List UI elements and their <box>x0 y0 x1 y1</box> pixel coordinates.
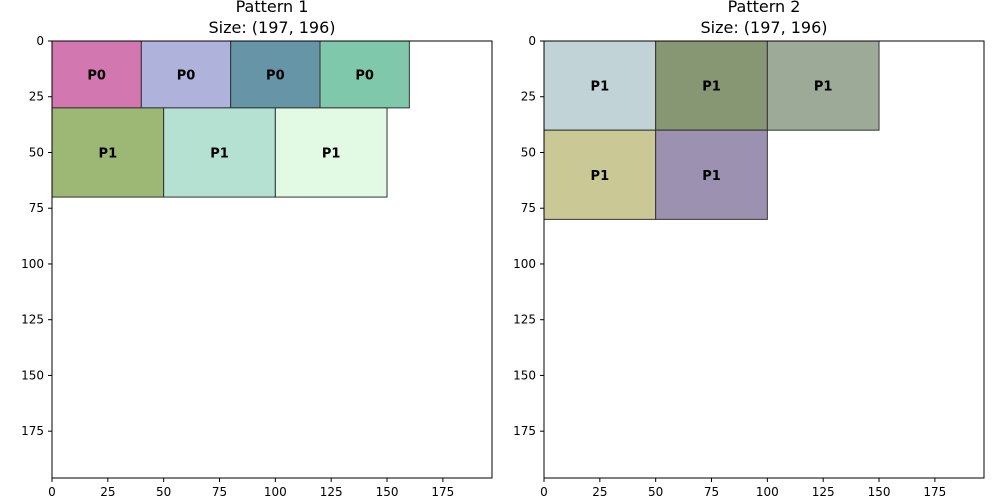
subplot-pattern-1: P0 P0 P0 P0 P1 P1 P1 0 25 50 75 100 125 150 175 0 25 50 7… <box>21 0 493 499</box>
y-tick-label: 175 <box>513 424 536 438</box>
x-tick-label: 175 <box>431 485 454 499</box>
rectangle-label: P0 <box>355 68 374 83</box>
rectangle-label: P1 <box>99 146 118 161</box>
rectangle-label: P1 <box>591 80 610 95</box>
packed-rectangle <box>163 107 276 198</box>
packed-rectangle <box>51 107 165 198</box>
y-tick-label: 0 <box>36 34 44 48</box>
chart-title: Pattern 1 <box>236 0 309 16</box>
packed-rectangle <box>766 40 880 131</box>
y-tick-label: 150 <box>513 368 536 382</box>
x-tick-label: 150 <box>868 485 891 499</box>
rectangle-label: P1 <box>210 146 229 161</box>
chart-subtitle: Size: (197, 196) <box>700 18 827 37</box>
axes-frame <box>51 40 493 479</box>
x-tick-label: 125 <box>320 485 343 499</box>
packed-rectangle <box>655 40 768 131</box>
x-tick-label: 50 <box>648 485 663 499</box>
y-tick-label: 75 <box>29 201 44 215</box>
y-tick-label: 0 <box>528 34 536 48</box>
x-tick-label: 150 <box>376 485 399 499</box>
y-tick-label: 150 <box>21 368 44 382</box>
x-tick-label: 50 <box>156 485 171 499</box>
chart-subtitle: Size: (197, 196) <box>208 18 335 37</box>
axes-frame <box>543 40 985 479</box>
y-tick-label: 125 <box>513 313 536 327</box>
rectangle-label: P1 <box>702 169 721 184</box>
y-tick-label: 175 <box>21 424 44 438</box>
y-tick-label: 125 <box>21 313 44 327</box>
rectangle-label: P0 <box>266 68 285 83</box>
x-tick-label: 125 <box>812 485 835 499</box>
packed-rectangle <box>274 107 388 198</box>
x-tick-label: 0 <box>48 485 56 499</box>
x-tick-label: 25 <box>100 485 115 499</box>
y-tick-label: 25 <box>29 90 44 104</box>
rectangle-label: P0 <box>87 68 106 83</box>
packed-rectangle <box>230 40 321 109</box>
x-tick-label: 100 <box>756 485 779 499</box>
y-tick-label: 25 <box>521 90 536 104</box>
rectangle-label: P1 <box>702 80 721 95</box>
packed-rectangle <box>655 129 768 220</box>
rectangle-label: P1 <box>814 80 833 95</box>
rectangle-label: P0 <box>177 68 196 83</box>
y-tick-label: 75 <box>521 201 536 215</box>
rectangle-label: P1 <box>591 169 610 184</box>
packed-rectangle <box>51 40 142 109</box>
y-tick-label: 50 <box>29 145 44 159</box>
rectangle-label: P1 <box>322 146 341 161</box>
x-tick-label: 100 <box>264 485 287 499</box>
x-tick-label: 75 <box>704 485 719 499</box>
chart-title: Pattern 2 <box>728 0 801 16</box>
y-tick-label: 100 <box>21 257 44 271</box>
x-tick-label: 75 <box>212 485 227 499</box>
x-tick-label: 25 <box>592 485 607 499</box>
subplot-pattern-2: P1 P1 P1 P1 P1 0 25 50 75 100 125 150 175 0 25 50 75 100… <box>513 0 985 499</box>
x-tick-label: 175 <box>923 485 946 499</box>
y-tick-label: 100 <box>513 257 536 271</box>
y-tick-label: 50 <box>521 145 536 159</box>
x-tick-label: 0 <box>540 485 548 499</box>
packed-rectangle <box>543 40 657 131</box>
